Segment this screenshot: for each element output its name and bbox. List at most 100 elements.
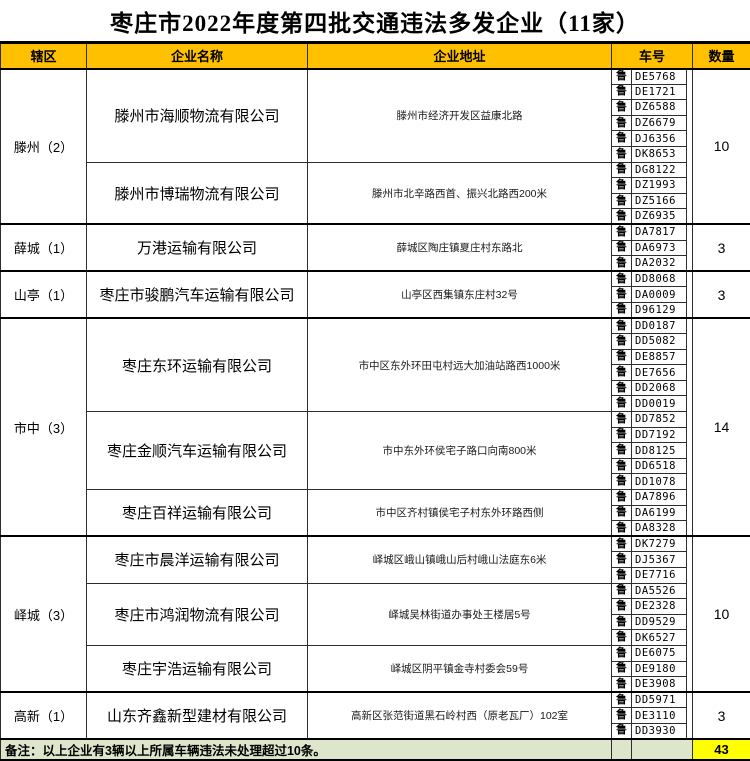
plate-row: 高新（1）山东齐鑫新型建材有限公司高新区张范街道黑石岭村西（原老瓦厂）102室鲁… [1,692,750,708]
plate-gap [687,380,693,396]
plate-number-cell: DD9529 [632,614,687,630]
plate-number-cell: DD7852 [632,412,687,428]
plate-number-cell: DK6527 [632,630,687,646]
company-name-cell: 山东齐鑫新型建材有限公司 [87,692,308,739]
plate-province-prefix: 鲁 [612,224,632,240]
plate-gap [687,505,693,521]
company-name-cell: 枣庄东环运输有限公司 [87,318,308,412]
plate-province-prefix: 鲁 [612,131,632,147]
plate-province-prefix: 鲁 [612,365,632,381]
plate-province-prefix: 鲁 [612,178,632,194]
plate-province-prefix: 鲁 [612,692,632,708]
plate-gap [687,334,693,350]
plate-province-prefix: 鲁 [612,193,632,209]
plate-number-cell: DD7192 [632,427,687,443]
plate-province-prefix: 鲁 [612,240,632,256]
plate-gap [687,521,693,537]
plate-province-prefix: 鲁 [612,490,632,506]
company-address-cell: 峄城吴林街道办事处王楼居5号 [308,583,612,645]
plate-number-cell: DD6518 [632,458,687,474]
plate-number-cell: DK7279 [632,536,687,552]
plate-province-prefix: 鲁 [612,474,632,490]
plate-number-cell: DE5768 [632,69,687,85]
plate-province-prefix: 鲁 [612,614,632,630]
plate-gap [687,443,693,459]
company-name-cell: 枣庄金顺汽车运输有限公司 [87,412,308,490]
plate-gap [687,568,693,584]
header-address: 企业地址 [308,43,612,69]
table-footer: 备注：以上企业有3辆以上所属车辆违法未处理超过10条。 43 [1,739,750,760]
district-cell: 峄城（3） [1,536,87,692]
header-company: 企业名称 [87,43,308,69]
plate-gap [687,708,693,724]
plate-province-prefix: 鲁 [612,536,632,552]
plate-province-prefix: 鲁 [612,443,632,459]
plate-province-prefix: 鲁 [612,100,632,116]
plate-number-cell: DD2068 [632,380,687,396]
plate-province-prefix: 鲁 [612,568,632,584]
plate-number-cell: DA7817 [632,224,687,240]
plate-number-cell: DD5082 [632,334,687,350]
plate-province-prefix: 鲁 [612,427,632,443]
plate-number-cell: DZ6679 [632,115,687,131]
plate-gap [687,287,693,303]
plate-gap [687,115,693,131]
plate-gap [687,302,693,318]
footer-row: 备注：以上企业有3辆以上所属车辆违法未处理超过10条。 43 [1,739,750,760]
plate-gap [687,614,693,630]
plate-gap [687,723,693,739]
plate-number-cell: DE9180 [632,661,687,677]
plate-number-cell: D96129 [632,302,687,318]
plate-gap [687,84,693,100]
district-cell: 山亭（1） [1,271,87,318]
plate-gap [687,599,693,615]
plate-gap [687,583,693,599]
plate-number-cell: DK8653 [632,146,687,162]
plate-gap [687,349,693,365]
plate-gap [687,677,693,693]
plate-number-cell: DE7656 [632,365,687,381]
plate-gap [687,474,693,490]
plate-number-cell: DE3908 [632,677,687,693]
plate-gap [687,100,693,116]
plate-number-cell: DA0009 [632,287,687,303]
plate-gap [687,630,693,646]
plate-province-prefix: 鲁 [612,396,632,412]
plate-gap [687,661,693,677]
table-header: 辖区 企业名称 企业地址 车号 数量 [1,43,750,69]
header-district: 辖区 [1,43,87,69]
plate-gap [687,178,693,194]
plate-number-cell: DJ6356 [632,131,687,147]
footer-fill-prefix [612,739,632,760]
company-name-cell: 滕州市海顺物流有限公司 [87,69,308,163]
district-count-cell: 14 [693,318,750,536]
company-address-cell: 山亭区西集镇东庄村32号 [308,271,612,318]
plate-gap [687,209,693,225]
total-count-cell: 43 [693,739,750,760]
plate-gap [687,552,693,568]
plate-gap [687,146,693,162]
plate-gap [687,412,693,428]
plate-province-prefix: 鲁 [612,521,632,537]
plate-gap [687,240,693,256]
company-address-cell: 滕州市经济开发区益康北路 [308,69,612,163]
plate-number-cell: DE3110 [632,708,687,724]
company-name-cell: 枣庄市骏鹏汽车运输有限公司 [87,271,308,318]
page-title: 枣庄市2022年度第四批交通违法多发企业（11家） [0,0,750,41]
company-address-cell: 市中东外环侯宅子路口向南800米 [308,412,612,490]
plate-number-cell: DJ5367 [632,552,687,568]
plate-number-cell: DZ6588 [632,100,687,116]
plate-number-cell: DD8068 [632,271,687,287]
plate-number-cell: DD5971 [632,692,687,708]
plate-province-prefix: 鲁 [612,412,632,428]
plate-province-prefix: 鲁 [612,552,632,568]
plate-province-prefix: 鲁 [612,334,632,350]
company-address-cell: 峄城区阴平镇金寺村委会59号 [308,645,612,692]
plate-gap [687,193,693,209]
plate-gap [687,645,693,661]
